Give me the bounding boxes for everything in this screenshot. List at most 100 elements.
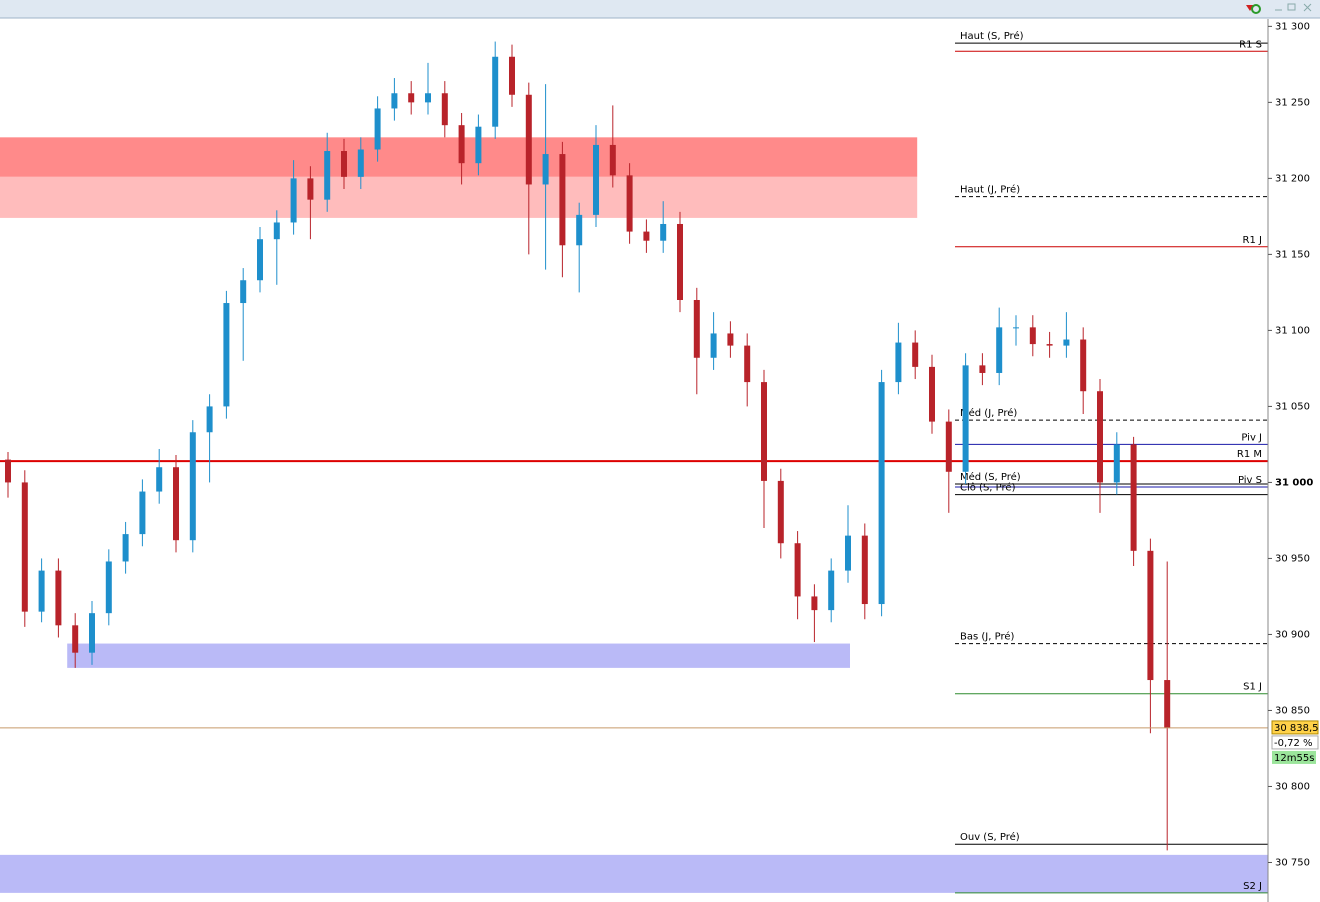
candle-body	[945, 421, 952, 472]
candle-body	[21, 482, 28, 612]
price-axis	[1268, 19, 1320, 902]
candle-body	[660, 223, 667, 241]
candle-body	[744, 345, 751, 383]
y-tick-label: 30 850	[1275, 705, 1310, 716]
level-label: Haut (J, Pré)	[960, 184, 1020, 196]
candle-body	[156, 467, 163, 492]
last-price-box	[1271, 720, 1319, 735]
window-icons[interactable]	[1246, 3, 1312, 14]
restore-icon[interactable]	[1287, 3, 1296, 11]
candle-body	[357, 149, 364, 177]
candle-body	[710, 333, 717, 358]
level-label: Bas (J, Pré)	[960, 631, 1014, 643]
candle-body	[878, 382, 885, 605]
candle-body	[240, 280, 247, 304]
candle-body	[475, 126, 482, 164]
y-tick-label: 31 000	[1275, 477, 1313, 488]
candle-body	[542, 154, 549, 185]
candle-body	[912, 342, 919, 367]
zone	[0, 176, 918, 218]
change-box	[1271, 735, 1319, 750]
y-tick-label: 30 800	[1275, 781, 1310, 792]
level-label: Piv J	[1241, 432, 1262, 443]
candle-body	[223, 303, 230, 407]
level-label: Ouv (S, Pré)	[960, 831, 1020, 843]
candle-body	[962, 365, 969, 472]
candle-body	[593, 144, 599, 215]
candle-body	[38, 570, 45, 612]
level-label: R1 S	[1239, 39, 1262, 50]
candle-body	[173, 467, 179, 541]
candle-body	[777, 480, 784, 544]
candle-body	[1063, 339, 1070, 346]
timer-box	[1272, 750, 1316, 764]
candle-body	[643, 231, 650, 241]
candle-body	[492, 56, 499, 127]
candle-body	[5, 459, 11, 483]
zone	[67, 643, 850, 668]
level-label: Haut (S, Pré)	[960, 30, 1024, 42]
candle-body	[374, 108, 381, 150]
level-label: S1 J	[1243, 682, 1262, 693]
candle-body	[189, 432, 196, 541]
level-label: Méd (J, Pré)	[960, 407, 1017, 419]
candle-body	[55, 570, 62, 626]
candle-body	[761, 382, 767, 481]
candle-body	[828, 570, 835, 611]
candle-body	[1164, 680, 1171, 728]
level-label: R1 M	[1237, 449, 1262, 460]
y-tick-label: 31 150	[1275, 249, 1310, 260]
candle-body	[122, 534, 129, 562]
candle-body	[139, 491, 146, 535]
candle-body	[290, 178, 297, 223]
candle-body	[1113, 444, 1120, 483]
y-tick-label: 31 050	[1275, 401, 1310, 412]
candle-body	[794, 543, 801, 597]
y-tick-label: 31 200	[1275, 173, 1310, 184]
level-label: Clô (S, Pré)	[960, 482, 1016, 494]
candle-body	[72, 625, 79, 653]
candle-body	[1147, 550, 1154, 681]
candle-body	[1046, 344, 1053, 346]
candle-body	[996, 327, 1003, 373]
candle-body	[391, 93, 398, 109]
y-tick-label: 31 250	[1275, 97, 1310, 108]
y-tick-label: 30 750	[1275, 857, 1310, 868]
zone	[0, 854, 1268, 893]
plot-area: Haut (S, Pré) R1 S Haut (J, Pré) R1 J Méd (J…	[0, 30, 1268, 894]
candle-body	[576, 214, 583, 246]
candle-body	[1013, 327, 1019, 329]
candle-body	[105, 561, 112, 614]
y-tick-label: 31 100	[1275, 325, 1310, 336]
level-label: R1 J	[1243, 235, 1262, 246]
candle-body	[1130, 444, 1137, 551]
candle-body	[307, 178, 314, 200]
close-icon[interactable]	[1303, 3, 1312, 12]
candle-body	[425, 93, 431, 103]
candle-body	[861, 535, 868, 605]
sync-icon[interactable]	[1251, 4, 1261, 14]
candle-body	[895, 342, 902, 383]
level-label: Méd (S, Pré)	[960, 471, 1021, 483]
timer-label: 12m55s	[1274, 753, 1314, 764]
candle-body	[811, 596, 818, 611]
candle-body	[1080, 339, 1087, 392]
y-tick-label: 30 950	[1275, 553, 1310, 564]
candle-body	[727, 333, 734, 346]
candle-body	[929, 366, 935, 422]
y-tick-label: 30 900	[1275, 629, 1310, 640]
candle-body	[324, 151, 331, 200]
y-tick-label: 31 300	[1275, 21, 1310, 32]
candle-body	[273, 222, 280, 240]
candle-body	[206, 406, 213, 433]
candle-body	[979, 365, 986, 373]
top-bar	[0, 0, 1320, 18]
candle-body	[1097, 391, 1103, 483]
candle-body	[408, 93, 415, 103]
candle-body	[89, 613, 95, 653]
candle-body	[693, 299, 700, 358]
candle-body	[559, 154, 566, 246]
candle-body	[458, 125, 465, 164]
level-label: Piv S	[1238, 475, 1262, 486]
